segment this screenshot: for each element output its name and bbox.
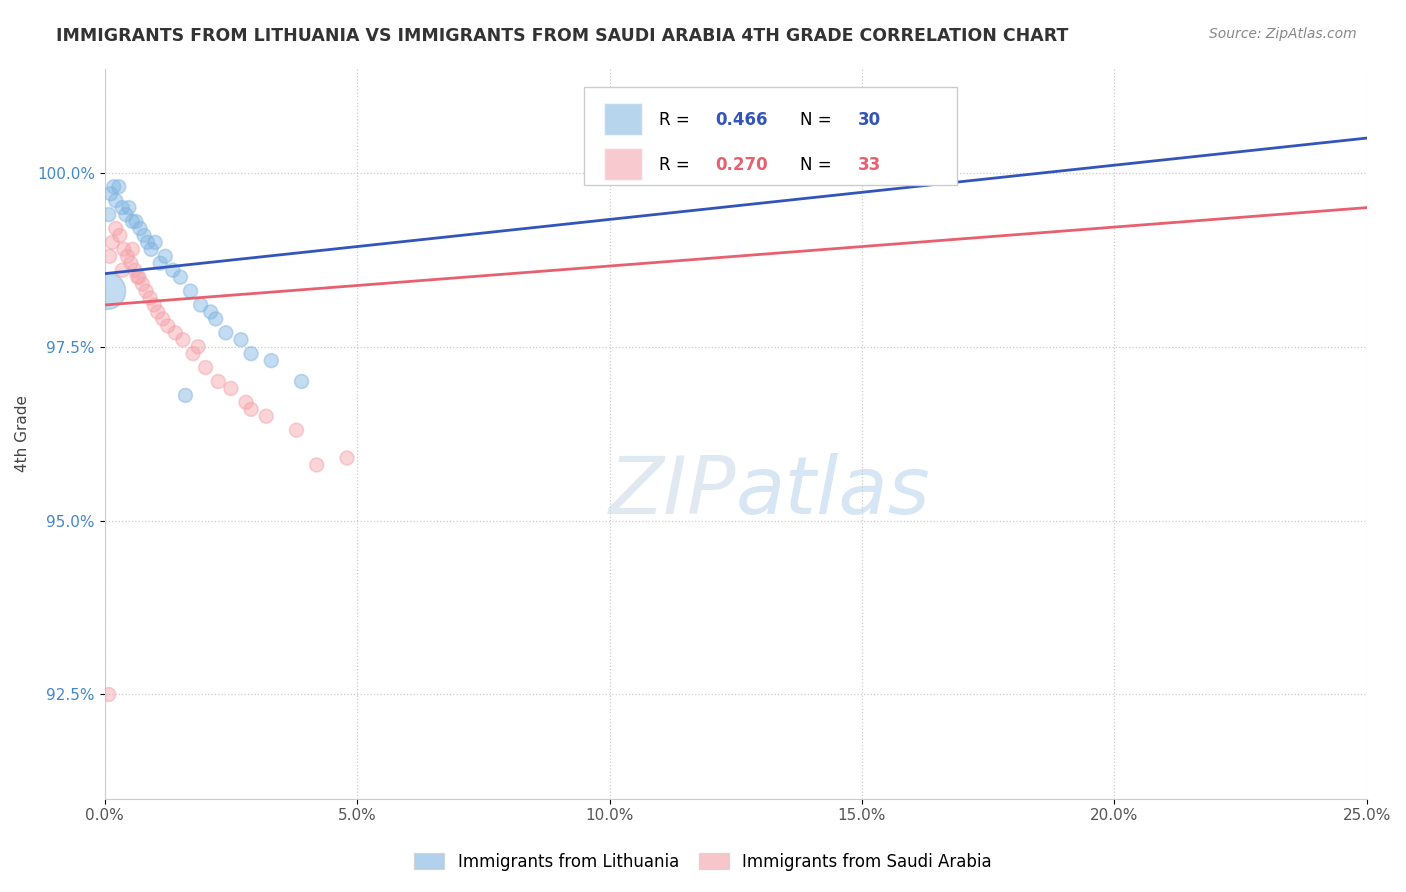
- Text: Source: ZipAtlas.com: Source: ZipAtlas.com: [1209, 27, 1357, 41]
- Y-axis label: 4th Grade: 4th Grade: [15, 395, 30, 472]
- Point: [120, 256, 142, 270]
- FancyBboxPatch shape: [605, 103, 643, 135]
- Point: [111, 201, 134, 215]
- Point: [229, 333, 252, 347]
- Point: [125, 214, 148, 228]
- Point: [165, 326, 187, 340]
- Text: ZIP: ZIP: [609, 453, 735, 531]
- Text: N =: N =: [800, 156, 837, 174]
- Point: [101, 235, 124, 250]
- Point: [104, 221, 127, 235]
- Point: [100, 186, 122, 201]
- Text: 0.466: 0.466: [716, 111, 768, 128]
- Point: [240, 402, 263, 417]
- Text: 33: 33: [858, 156, 882, 174]
- Point: [143, 298, 166, 312]
- Text: 30: 30: [858, 111, 882, 128]
- Point: [305, 458, 328, 472]
- Point: [104, 194, 127, 208]
- Point: [146, 305, 169, 319]
- Point: [152, 311, 174, 326]
- Text: R =: R =: [659, 111, 695, 128]
- Point: [219, 381, 242, 395]
- Point: [179, 284, 201, 298]
- Point: [290, 375, 312, 389]
- Point: [98, 249, 121, 263]
- Point: [139, 291, 162, 305]
- Point: [131, 277, 153, 292]
- Point: [204, 311, 226, 326]
- Point: [194, 360, 217, 375]
- Point: [139, 243, 162, 257]
- Point: [200, 305, 222, 319]
- Point: [215, 326, 238, 340]
- Point: [112, 243, 135, 257]
- Text: 0.270: 0.270: [716, 156, 768, 174]
- Point: [149, 256, 172, 270]
- Point: [190, 298, 212, 312]
- Point: [118, 201, 141, 215]
- Point: [136, 235, 159, 250]
- Point: [103, 179, 125, 194]
- Point: [97, 688, 120, 702]
- Point: [240, 346, 263, 360]
- Point: [127, 270, 149, 285]
- Text: N =: N =: [800, 111, 837, 128]
- Point: [172, 333, 194, 347]
- Point: [108, 228, 131, 243]
- Point: [97, 208, 120, 222]
- Point: [162, 263, 184, 277]
- Point: [235, 395, 257, 409]
- Point: [155, 249, 177, 263]
- FancyBboxPatch shape: [585, 87, 956, 186]
- Point: [135, 284, 157, 298]
- Point: [129, 221, 152, 235]
- Point: [169, 270, 191, 285]
- Point: [181, 346, 204, 360]
- Point: [336, 450, 359, 465]
- Point: [260, 353, 283, 368]
- Point: [121, 214, 143, 228]
- FancyBboxPatch shape: [605, 148, 643, 180]
- Point: [207, 375, 229, 389]
- Text: IMMIGRANTS FROM LITHUANIA VS IMMIGRANTS FROM SAUDI ARABIA 4TH GRADE CORRELATION : IMMIGRANTS FROM LITHUANIA VS IMMIGRANTS …: [56, 27, 1069, 45]
- Point: [254, 409, 277, 424]
- Point: [132, 228, 155, 243]
- Text: atlas: atlas: [735, 453, 931, 531]
- Point: [107, 179, 129, 194]
- Point: [111, 263, 134, 277]
- Point: [121, 243, 143, 257]
- Point: [124, 263, 146, 277]
- Point: [174, 388, 197, 402]
- Legend: Immigrants from Lithuania, Immigrants from Saudi Arabia: Immigrants from Lithuania, Immigrants fr…: [406, 845, 1000, 880]
- Point: [115, 208, 138, 222]
- Point: [187, 340, 209, 354]
- Point: [117, 249, 139, 263]
- Text: R =: R =: [659, 156, 695, 174]
- Point: [156, 318, 179, 333]
- Point: [143, 235, 166, 250]
- Point: [285, 423, 308, 437]
- Point: [128, 270, 150, 285]
- Point: [96, 284, 118, 298]
